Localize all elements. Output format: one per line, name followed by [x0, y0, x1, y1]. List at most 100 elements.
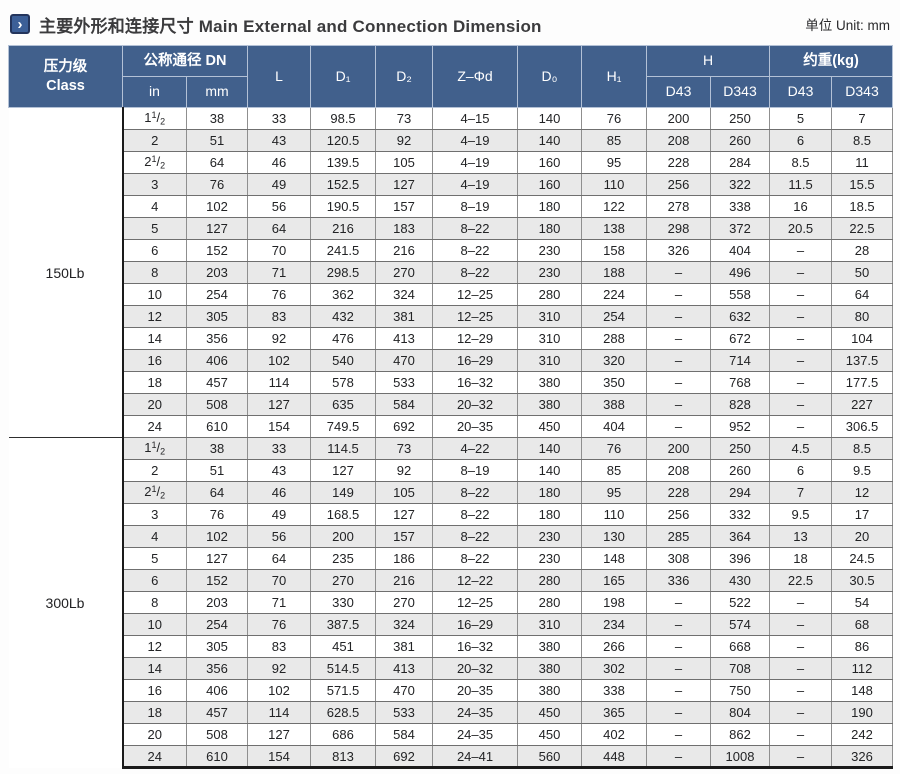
table-cell: 8–22: [432, 239, 518, 262]
table-cell: 203: [185, 261, 248, 284]
table-cell: 305: [185, 305, 248, 328]
header-h-d43: D43: [646, 76, 712, 108]
table-row: 14 356 92 476 413 12–29 310 288–672–104: [9, 327, 894, 350]
table-row: 3 76 49 152.5 127 4–19 160 110 256 322 11.5 15.5: [9, 173, 894, 196]
title-bar: › 主要外形和连接尺寸 Main External and Connection…: [0, 0, 900, 40]
table-cell: 336: [646, 569, 711, 592]
header-class: 压力级 Class: [8, 45, 123, 108]
table-cell: 140: [517, 437, 582, 460]
table-cell: –: [646, 745, 711, 769]
table-cell: 228: [646, 151, 711, 174]
table-cell: 56: [247, 525, 311, 548]
table-cell: 8–22: [432, 503, 518, 526]
table-cell: 365: [581, 701, 647, 724]
table-cell: 12–29: [432, 327, 518, 350]
table-cell: 692: [375, 415, 433, 438]
table-cell: 127: [375, 503, 433, 526]
table-cell: 10: [121, 613, 187, 636]
table-cell: 380: [517, 393, 582, 416]
table-cell: 338: [710, 195, 770, 218]
table-cell: 224: [581, 283, 647, 306]
table-cell: 76: [185, 503, 248, 526]
table-row: 18 457 114 628.5 533 24–35 450 365–804–190: [9, 701, 894, 724]
table-cell: 95: [581, 481, 647, 504]
table-cell: 584: [375, 723, 433, 746]
table-cell: 216: [375, 239, 433, 262]
table-cell: 387.5: [310, 613, 376, 636]
table-cell: 102: [247, 679, 311, 702]
table-cell: 148: [831, 679, 894, 702]
table-cell: 632: [710, 305, 770, 328]
table-body: 150Lb 11/2 38 33 98.5 73 4–15 140 76 200 250 5 7 2 51 4…: [8, 107, 894, 769]
table-cell: 230: [517, 261, 582, 284]
table-cell: 4: [121, 195, 187, 218]
table-cell: 200: [310, 525, 376, 548]
table-cell: 18: [121, 701, 187, 724]
table-cell: 83: [247, 305, 311, 328]
table-cell: 8: [121, 591, 187, 614]
table-cell: 6: [769, 129, 832, 152]
table-cell: –: [646, 723, 711, 746]
header-in: in: [122, 76, 187, 108]
table-cell: 284: [710, 151, 770, 174]
table-cell: 95: [581, 151, 647, 174]
table-header: 压力级 Class 公称通径 DN L D₁ D₂ Z–Φd D₀ H₁ H 约…: [8, 45, 894, 108]
table-cell: 330: [310, 591, 376, 614]
table-cell: 496: [710, 261, 770, 284]
table-cell: 380: [517, 657, 582, 680]
table-cell: 122: [581, 195, 647, 218]
table-cell: 9.5: [769, 503, 832, 526]
class-label: 300Lb: [8, 437, 123, 768]
table-row: 4 102 56 190.5 157 8–19 180 122 278 338 16 18.5: [9, 195, 894, 218]
class-label: 150Lb: [8, 107, 123, 438]
table-cell: 68: [831, 613, 894, 636]
table-cell: 203: [185, 591, 248, 614]
table-cell: 180: [517, 503, 582, 526]
header-L: L: [247, 45, 312, 108]
table-cell: 8–22: [432, 261, 518, 284]
table-cell: 522: [710, 591, 770, 614]
table-cell: –: [769, 591, 832, 614]
table-cell: 190.5: [310, 195, 376, 218]
table-cell: 16: [121, 349, 187, 372]
table-cell: 158: [581, 239, 647, 262]
table-cell: 270: [310, 569, 376, 592]
table-cell: 235: [310, 547, 376, 570]
table-cell: 708: [710, 657, 770, 680]
table-cell: 20.5: [769, 217, 832, 240]
table-cell: 4: [121, 525, 187, 548]
table-cell: 635: [310, 393, 376, 416]
table-cell: 714: [710, 349, 770, 372]
table-cell: 127: [247, 723, 311, 746]
table-cell: 450: [517, 701, 582, 724]
table-row: 12 305 83 432 381 12–25 310 254–632–80: [9, 305, 894, 328]
table-cell: 12: [831, 481, 894, 504]
table-cell: 8–22: [432, 547, 518, 570]
table-cell: 402: [581, 723, 647, 746]
table-cell: 20–32: [432, 393, 518, 416]
table-cell: 8.5: [831, 437, 894, 460]
table-cell: 127: [185, 547, 248, 570]
table-row: 18 457 114 578 533 16–32 380 350–768–177.5: [9, 371, 894, 394]
table-cell: 64: [247, 217, 311, 240]
table-cell: 558: [710, 283, 770, 306]
table-cell: 9.5: [831, 459, 894, 482]
header-weight-d43: D43: [769, 76, 833, 108]
table-cell: 6: [121, 239, 187, 262]
table-cell: 4–19: [432, 151, 518, 174]
table-cell: 92: [247, 327, 311, 350]
table-cell: 8–19: [432, 459, 518, 482]
table-cell: 24.5: [831, 547, 894, 570]
table-cell: 4–15: [432, 107, 518, 130]
table-cell: 457: [185, 701, 248, 724]
header-weight: 约重(kg): [769, 45, 894, 77]
table-cell: –: [646, 591, 711, 614]
table-cell: –: [769, 261, 832, 284]
table-cell: 20: [831, 525, 894, 548]
table-cell: –: [646, 349, 711, 372]
table-cell: –: [646, 261, 711, 284]
table-cell: 64: [831, 283, 894, 306]
table-cell: –: [646, 657, 711, 680]
table-cell: 380: [517, 635, 582, 658]
table-cell: 250: [710, 107, 770, 130]
